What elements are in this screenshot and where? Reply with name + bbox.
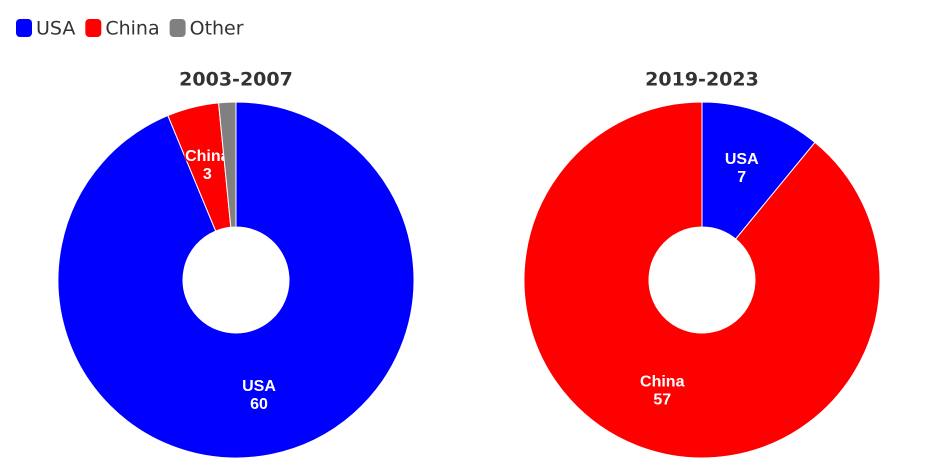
data-label-value: 57 [653, 391, 671, 408]
data-label-value: 60 [250, 396, 268, 413]
legend-swatch [169, 19, 186, 37]
slice [523, 101, 881, 459]
chart-title: 2019-2023 [645, 69, 759, 91]
data-label-name: USA [242, 378, 276, 395]
legend-swatch [85, 19, 102, 37]
legend-swatch [16, 19, 32, 37]
data-label-name: China [640, 373, 685, 390]
data-label-name: USA [725, 151, 759, 168]
chart-title: 2003-2007 [179, 69, 293, 91]
data-label-value: 7 [737, 169, 746, 186]
slice [57, 101, 415, 459]
slice [218, 101, 237, 228]
legend-label: USA [36, 18, 75, 40]
data-label-value: 3 [203, 166, 212, 183]
legend-label: Other [190, 18, 244, 40]
data-label-name: China [185, 148, 230, 165]
legend-label: China [105, 18, 159, 40]
slice [701, 101, 816, 240]
